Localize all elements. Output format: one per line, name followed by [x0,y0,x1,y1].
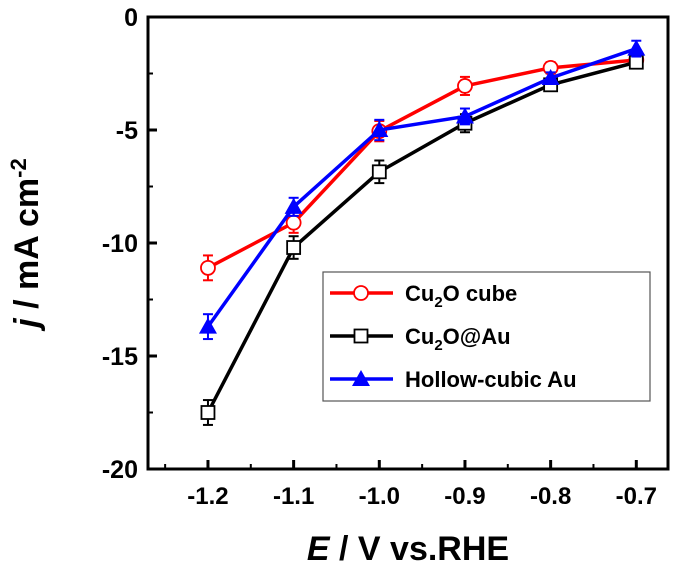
data-point-triangle [455,107,474,124]
legend-label-main: Cu [405,324,434,349]
x-tick-label: -0.8 [530,483,571,510]
y-tick-label: -15 [102,343,138,371]
y-tick-label: 0 [124,4,138,32]
y-axis-title: j / mA cm-2 [6,158,46,331]
legend-label-rest: O@Au [443,324,511,349]
x-tick-label: -1.1 [273,483,314,510]
data-point-circle [285,214,302,231]
legend-label: Hollow-cubic Au [405,367,577,392]
series-line [206,60,637,414]
x-tick-label: -0.9 [444,483,485,510]
y-tick-label: -20 [102,456,138,484]
legend-label-main: Hollow-cubic Au [405,367,577,392]
legend-label: Cu2O@Au [405,324,511,354]
data-point-square [200,405,216,420]
data-point-square [286,240,302,255]
data-point-square [628,54,644,70]
legend-label-main: Cu [405,281,434,306]
legend-label-rest: O cube [443,281,518,306]
y-tick-label: -5 [116,117,138,145]
series-2 [198,39,646,341]
series-1 [200,54,644,426]
series-line [207,58,637,270]
series-line [206,46,637,328]
x-tick-label: -1.2 [187,483,228,510]
data-point-circle [200,259,216,276]
x-tick-label: -1.0 [359,483,400,510]
data-point-circle [353,285,369,301]
data-point-triangle [541,69,560,86]
legend-label-subscript: 2 [434,337,442,354]
data-point-triangle [627,39,646,56]
x-tick-label: -0.7 [616,483,657,510]
legend-label: Cu2O cube [405,281,517,311]
data-point-triangle [370,121,389,137]
data-point-square [353,328,369,344]
y-tick-label: -10 [102,230,138,258]
x-axis-title: E / V vs.RHE [307,530,509,568]
legend-label-subscript: 2 [434,294,442,311]
data-point-triangle [198,317,217,334]
data-point-square [371,164,387,180]
data-point-triangle [352,370,370,386]
data-point-triangle [284,197,303,214]
data-point-circle [457,78,473,94]
